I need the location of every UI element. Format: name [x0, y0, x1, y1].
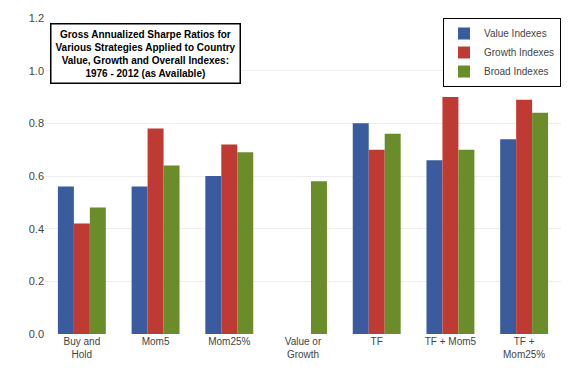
svg-text:0.6: 0.6 [29, 170, 44, 182]
svg-text:0.4: 0.4 [29, 223, 44, 235]
svg-text:1.0: 1.0 [29, 65, 44, 77]
svg-text:TF + Mom5: TF + Mom5 [425, 336, 477, 347]
svg-text:1.2: 1.2 [29, 12, 44, 24]
svg-text:TF +Mom25%: TF +Mom25% [503, 336, 545, 360]
svg-text:Mom5: Mom5 [142, 336, 170, 347]
svg-text:Value orGrowth: Value orGrowth [285, 336, 322, 360]
svg-text:Buy andHold: Buy andHold [64, 336, 101, 360]
svg-text:Growth Indexes: Growth Indexes [484, 47, 554, 58]
svg-text:0.0: 0.0 [29, 328, 44, 340]
svg-text:0.8: 0.8 [29, 117, 44, 129]
svg-text:Gross Annualized Sharpe Ratios: Gross Annualized Sharpe Ratios forVariou… [56, 29, 236, 79]
svg-text:0.2: 0.2 [29, 275, 44, 287]
svg-text:TF: TF [371, 336, 383, 347]
svg-text:Broad Indexes: Broad Indexes [484, 66, 549, 77]
svg-text:Mom25%: Mom25% [208, 336, 250, 347]
svg-text:Value Indexes: Value Indexes [484, 28, 547, 39]
